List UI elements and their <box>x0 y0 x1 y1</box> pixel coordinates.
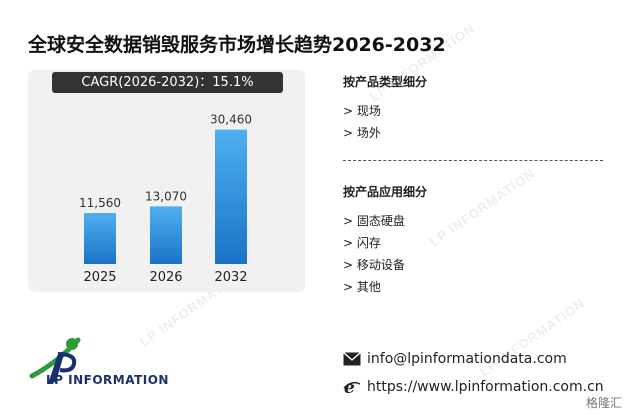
email-contact: info@lpinformationdata.com <box>343 351 567 367</box>
data-label: 13,070 <box>145 189 187 203</box>
page-title: 全球安全数据销毁服务市场增长趋势2026-2032 <box>28 34 446 56</box>
list-item: > 固态硬盘 <box>343 214 405 228</box>
logo-text: LP INFORMATION <box>46 373 169 387</box>
category-label: 2032 <box>214 270 247 285</box>
list-item: > 移动设备 <box>343 258 405 272</box>
cagr-banner: CAGR(2026-2032)：15.1% <box>52 72 283 93</box>
by-type-heading: 按产品类型细分 <box>343 75 428 89</box>
by-application-list: > 固态硬盘 > 闪存 > 移动设备 > 其他 <box>343 210 405 298</box>
website-link[interactable]: https://www.lpinformation.com.cn <box>367 379 604 395</box>
category-label: 2026 <box>149 270 182 285</box>
divider <box>343 160 603 161</box>
list-item: > 闪存 <box>343 236 381 250</box>
svg-text:e: e <box>344 378 355 396</box>
by-type-list: > 现场 > 场外 <box>343 100 381 144</box>
corner-badge: 格隆汇 <box>585 396 622 410</box>
list-item: > 场外 <box>343 126 381 140</box>
bar-2026 <box>150 206 182 264</box>
email-text[interactable]: info@lpinformationdata.com <box>367 351 567 367</box>
envelope-icon <box>343 352 361 366</box>
by-application-heading: 按产品应用细分 <box>343 185 428 199</box>
bar-2025 <box>84 213 116 264</box>
bar-2032 <box>215 129 247 264</box>
data-label: 30,460 <box>210 113 252 127</box>
browser-e-icon: e <box>343 378 361 396</box>
list-item: > 现场 <box>343 104 381 118</box>
category-label: 2025 <box>83 270 116 285</box>
lp-information-logo <box>29 337 81 384</box>
website-contact: e https://www.lpinformation.com.cn <box>343 378 604 396</box>
data-label: 11,560 <box>79 196 121 210</box>
list-item: > 其他 <box>343 280 381 294</box>
